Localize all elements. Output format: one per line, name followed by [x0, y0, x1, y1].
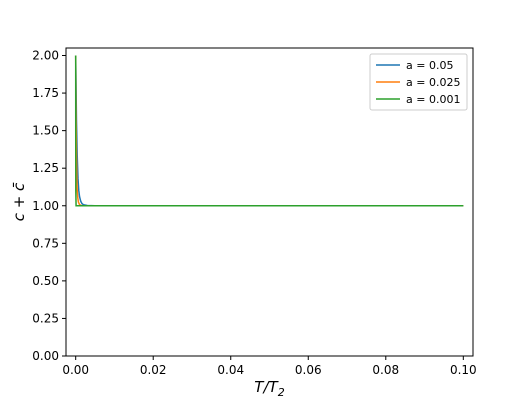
x-tick-label: 0.04 [217, 363, 244, 377]
legend-entries: a = 0.05 a = 0.025 a = 0.001 [376, 59, 460, 106]
y-tick-label: 1.25 [32, 161, 59, 175]
y-tick-label: 1.50 [32, 124, 59, 138]
axes-layer [65, 47, 474, 357]
series-layer [74, 55, 464, 207]
y-axis-label: c + c̄ [10, 182, 28, 221]
plot-frame [65, 47, 474, 357]
legend-box [369, 53, 468, 111]
y-tick-label: 1.00 [32, 199, 59, 213]
y-tick-label: 1.75 [32, 86, 59, 100]
y-tick-label: 0.25 [32, 311, 59, 325]
legend: a = 0.05 a = 0.025 a = 0.001 [369, 53, 468, 111]
x-tick-label: 0.06 [295, 363, 322, 377]
x-tick-label: 0.00 [62, 363, 89, 377]
x-tick-label: 0.02 [140, 363, 167, 377]
x-tick-label: 0.08 [372, 363, 399, 377]
x-tick-label: 0.10 [450, 363, 477, 377]
legend-label-3: a = 0.001 [406, 93, 460, 106]
y-tick-label: 0.75 [32, 236, 59, 250]
series-line-3 [74, 55, 464, 207]
x-axis-label-subscript: 2 [278, 386, 285, 399]
y-ticks: 0.00 0.25 0.50 0.75 1.00 1.25 1.50 1.75 2.00 [32, 49, 66, 363]
x-axis-label: T/T2 [254, 378, 284, 399]
y-tick-label: 0.00 [32, 349, 59, 363]
y-tick-label: 0.50 [32, 274, 59, 288]
legend-label-1: a = 0.05 [406, 59, 453, 72]
legend-label-2: a = 0.025 [406, 76, 460, 89]
x-ticks: 0.00 0.02 0.04 0.06 0.08 0.10 [62, 356, 477, 377]
y-tick-label: 2.00 [32, 49, 59, 63]
